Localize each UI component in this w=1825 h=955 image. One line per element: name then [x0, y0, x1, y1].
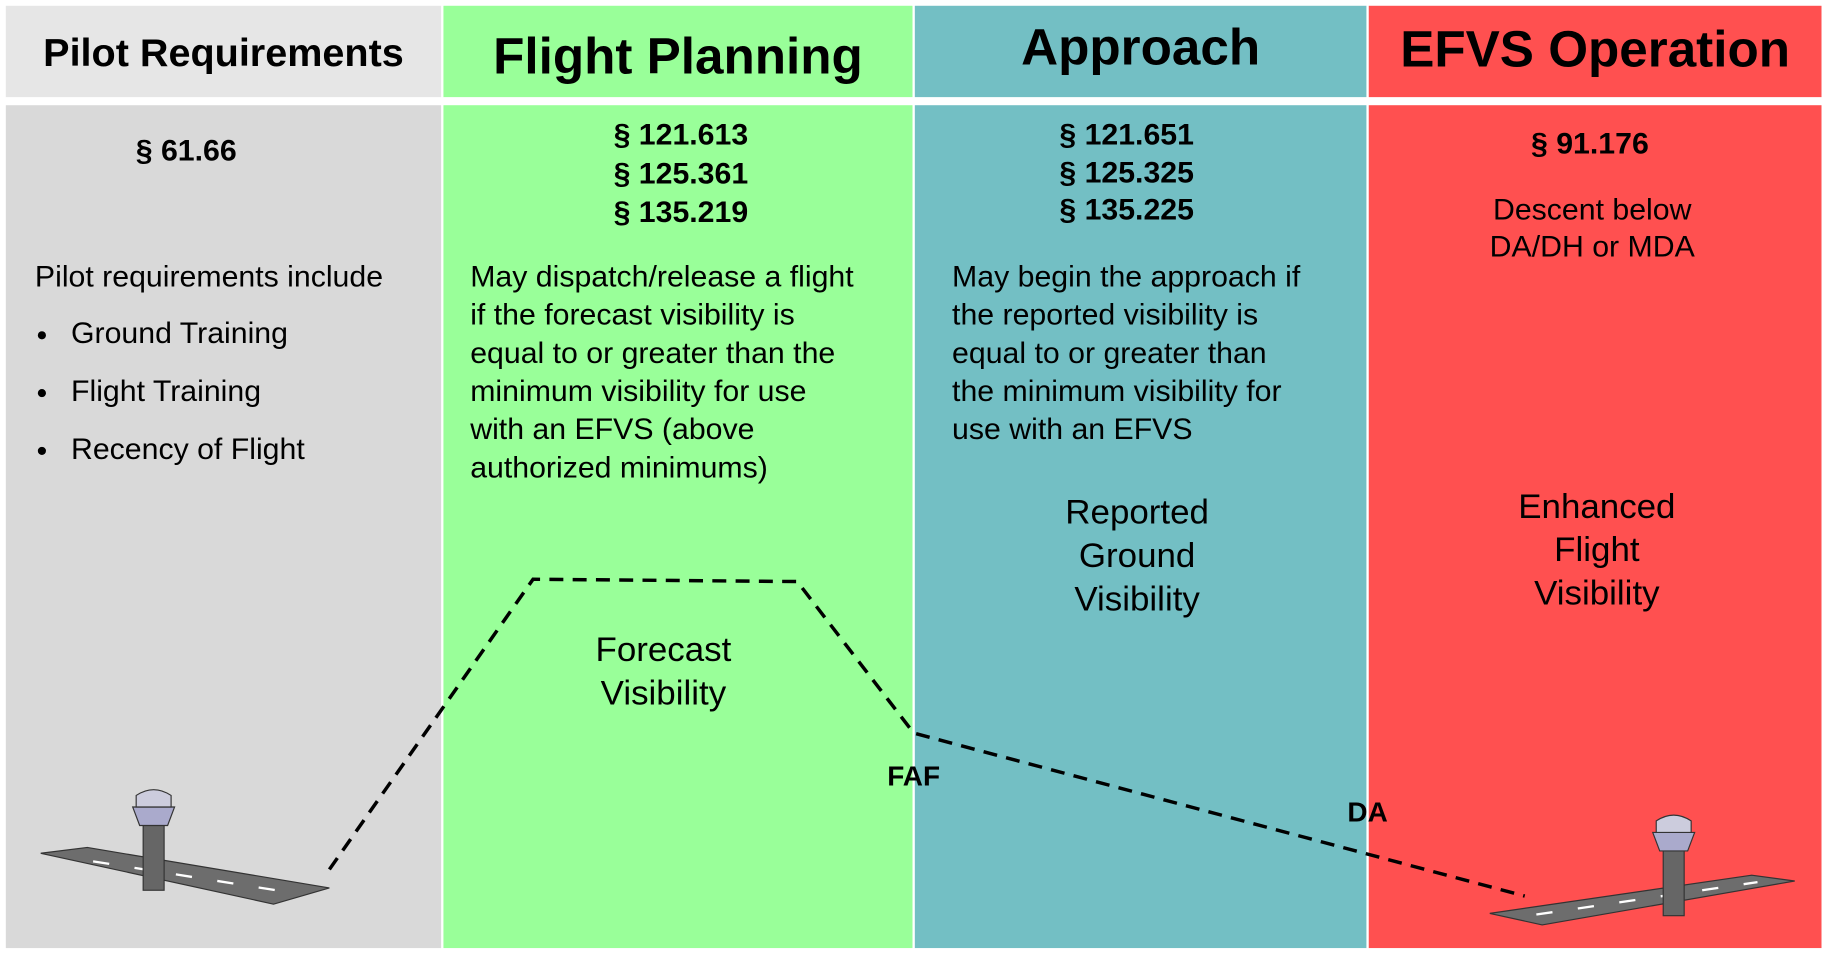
flight-path [327, 577, 1526, 898]
bullet-item: Recency of Flight [71, 433, 305, 466]
header-bg [1368, 5, 1822, 98]
body-line: equal to or greater than [952, 337, 1267, 370]
body-line: minimum visibility for use [470, 375, 806, 408]
column-header: EFVS Operation [1400, 21, 1790, 78]
bullet-dot [37, 331, 46, 340]
column-bg [443, 105, 913, 949]
body-line: equal to or greater than the [470, 337, 835, 370]
columns: Pilot Requirements § 61.66 Pilot requireme… [5, 5, 1822, 949]
column-header: Pilot Requirements [43, 31, 404, 75]
bullet-item: Flight Training [71, 375, 261, 408]
visibility-label: Visibility [601, 674, 727, 713]
column-bg [914, 105, 1367, 949]
body-line: if the forecast visibility is [470, 299, 795, 332]
bullet-item: Ground Training [71, 317, 288, 350]
column-header: Flight Planning [493, 28, 863, 85]
section-ref: § 61.66 [136, 135, 237, 168]
column-header: Approach [1021, 18, 1260, 75]
body-line: Descent below [1493, 194, 1692, 227]
bullet-dot [37, 389, 46, 398]
header-bg [5, 5, 442, 98]
body-line: the reported visibility is [952, 299, 1258, 332]
da-label: DA [1347, 796, 1387, 827]
body-line: May begin the approach if [952, 261, 1301, 294]
body-line: DA/DH or MDA [1490, 231, 1696, 264]
header-bg [443, 5, 913, 98]
left-runway [40, 789, 330, 905]
body-line: the minimum visibility for [952, 375, 1282, 408]
visibility-label: Ground [1079, 536, 1195, 575]
visibility-label: Visibility [1534, 574, 1660, 613]
body-line: use with an EFVS [952, 413, 1193, 446]
faf-label: FAF [887, 761, 940, 792]
visibility-label: Enhanced [1518, 487, 1675, 526]
body-line: with an EFVS (above [469, 413, 754, 446]
right-runway [1489, 814, 1795, 926]
section-ref: § 125.325 [1059, 157, 1194, 190]
body-line: authorized minimums) [470, 451, 768, 484]
header-bg [914, 5, 1367, 98]
section-ref: § 91.176 [1531, 128, 1649, 161]
visibility-label: Forecast [596, 630, 732, 669]
section-ref: § 121.651 [1059, 118, 1194, 151]
visibility-label: Flight [1554, 530, 1640, 569]
visibility-label: Visibility [1074, 579, 1200, 618]
section-ref: § 135.219 [614, 196, 749, 229]
column-bg [5, 105, 442, 949]
body-line: Pilot requirements include [35, 261, 383, 294]
body-line: May dispatch/release a flight [470, 261, 854, 294]
column-bg [1368, 105, 1822, 949]
visibility-label: Reported [1065, 493, 1209, 532]
section-ref: § 121.613 [614, 118, 749, 151]
bullet-dot [37, 446, 46, 455]
section-ref: § 125.361 [614, 158, 749, 191]
section-ref: § 135.225 [1059, 194, 1194, 227]
